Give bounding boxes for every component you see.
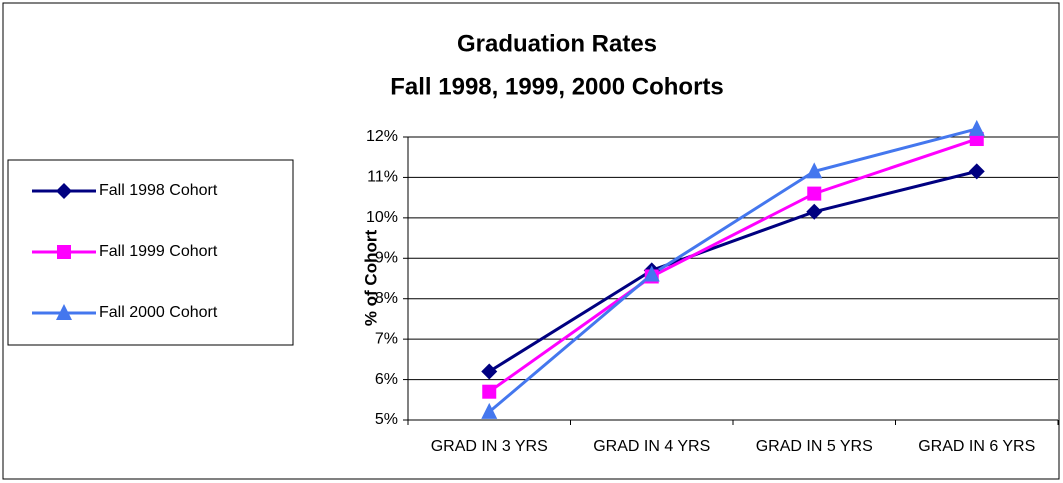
marker <box>807 186 822 201</box>
x-tick-label: GRAD IN 4 YRS <box>593 438 710 455</box>
x-tick-label: GRAD IN 5 YRS <box>756 438 873 455</box>
y-tick-label: 8% <box>375 290 398 307</box>
legend-label: Fall 2000 Cohort <box>99 304 218 321</box>
y-tick-label: 5% <box>375 411 398 428</box>
y-tick-label: 9% <box>375 250 398 267</box>
marker <box>968 119 985 136</box>
y-tick-label: 11% <box>367 169 398 186</box>
series-line <box>488 127 978 414</box>
y-tick-label: 12% <box>366 128 398 145</box>
y-tick-label: 7% <box>375 330 398 347</box>
marker <box>643 265 660 282</box>
marker <box>482 384 497 399</box>
legend-label: Fall 1999 Cohort <box>99 243 218 260</box>
x-tick-label: GRAD IN 3 YRS <box>431 438 548 455</box>
series-line <box>488 137 978 393</box>
y-tick-label: 6% <box>375 371 398 388</box>
x-tick-label: GRAD IN 6 YRS <box>918 438 1035 455</box>
marker <box>968 163 985 180</box>
marker <box>481 363 498 380</box>
chart-title: Graduation Rates <box>457 30 657 57</box>
marker <box>56 183 72 199</box>
chart-subtitle: Fall 1998, 1999, 2000 Cohorts <box>390 73 724 100</box>
marker <box>56 304 72 320</box>
marker <box>481 402 498 419</box>
marker <box>806 162 823 179</box>
series-line <box>488 169 978 373</box>
y-axis-title: % of Cohort <box>361 230 380 327</box>
marker <box>57 245 71 259</box>
marker <box>806 203 823 220</box>
legend-label: Fall 1998 Cohort <box>99 182 218 199</box>
y-tick-label: 10% <box>366 209 398 226</box>
